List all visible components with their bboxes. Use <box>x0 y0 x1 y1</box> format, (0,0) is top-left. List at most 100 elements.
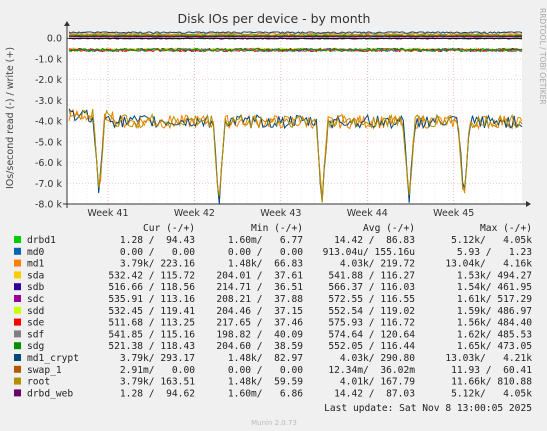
x-tick-label: Week 41 <box>87 208 128 219</box>
legend-swatch <box>14 247 21 255</box>
legend-header: Min (-/+) <box>251 223 303 234</box>
legend-min-value: 1.60m/ 6.77 <box>228 235 303 246</box>
series-read-line <box>68 108 523 203</box>
munin-footer: Munin 2.0.73 <box>251 419 297 427</box>
legend-swatch <box>14 271 21 279</box>
legend-avg-value: 552.54 / 119.02 <box>328 306 415 317</box>
legend-series-name: sde <box>27 318 45 329</box>
legend-row: sdb 516.66 / 118.56 214.71 / 36.51 566.37 /… <box>14 282 532 293</box>
series-write-line <box>68 35 523 38</box>
legend-row: drbd1 1.28 / 94.43 1.60m/ 6.77 14.42 / 86.8… <box>14 235 532 246</box>
legend-series-name: sdf <box>27 329 44 340</box>
legend-row: sdd 532.45 / 119.41 204.46 / 37.15 552.54 /… <box>14 306 532 317</box>
legend-cur-value: 1.28 / 94.43 <box>120 235 195 246</box>
legend-swatch <box>14 330 21 338</box>
last-update: Last update: Sat Nov 8 13:00:05 2025 <box>324 403 532 414</box>
legend-header: Avg (-/+) <box>363 223 415 234</box>
legend-row: swap_1 2.91m/ 0.00 0.00 / 0.00 12.34m/ 36.0… <box>14 365 532 376</box>
legend-cur-value: 532.45 / 119.41 <box>108 306 195 317</box>
legend-series-name: sdc <box>27 294 44 305</box>
legend-max-value: 1.62k/ 485.53 <box>457 329 532 340</box>
legend-swatch <box>14 365 21 373</box>
legend-max-value: 13.04k/ 4.16k <box>445 259 532 270</box>
legend-avg-value: 575.93 / 116.72 <box>328 318 415 329</box>
x-tick-labels: Week 41 Week 42 Week 43 Week 44 Week 45 <box>87 208 474 219</box>
legend-row: sdf 541.85 / 115.16 198.82 / 40.09 574.64 /… <box>14 329 532 340</box>
legend-series-name: root <box>27 377 50 388</box>
legend-avg-value: 913.04u/ 155.16u <box>323 247 415 258</box>
y-axis-arrow <box>64 21 70 26</box>
legend-max-value: 1.56k/ 484.40 <box>457 318 532 329</box>
legend-max-value: 11.66k/ 810.88 <box>451 377 532 388</box>
x-tick-label: Week 44 <box>347 208 388 219</box>
legend-headers: Cur (-/+) Min (-/+) Avg (-/+) Max (-/+) <box>143 223 532 234</box>
legend-series-name: drbd_web <box>27 388 73 399</box>
series-read-line <box>68 108 523 202</box>
legend-row: md1_crypt 3.79k/ 293.17 1.48k/ 82.97 4.03k/… <box>14 353 532 364</box>
rrdtool-label: RRDTOOL / TOBI OETIKER <box>538 8 547 105</box>
legend-min-value: 1.48k/ 59.59 <box>228 377 303 388</box>
legend-series-name: swap_1 <box>27 365 62 376</box>
legend-avg-value: 14.42 / 87.03 <box>334 388 415 399</box>
legend-swatch <box>14 389 21 397</box>
legend-row: sdc 535.91 / 113.16 208.21 / 37.88 572.55 /… <box>14 294 532 305</box>
x-tick-label: Week 43 <box>260 208 301 219</box>
y-tick-label: 0.0 <box>47 34 62 45</box>
legend-row: sdg 521.38 / 118.43 204.60 / 38.59 552.05 /… <box>14 341 532 352</box>
legend-max-value: 11.93 / 60.41 <box>451 365 532 376</box>
legend-min-value: 1.48k/ 66.83 <box>228 259 303 270</box>
legend-min-value: 198.82 / 40.09 <box>216 329 303 340</box>
legend-min-value: 217.65 / 37.46 <box>216 318 303 329</box>
legend-row: sda 532.42 / 115.72 204.01 / 37.61 541.88 /… <box>14 270 532 281</box>
legend-series-name: sdg <box>27 341 44 352</box>
y-axis-label: IOs/second read (-) / write (+) <box>5 47 16 189</box>
legend-avg-value: 12.34m/ 36.02m <box>328 365 415 376</box>
y-tick-label: -4.0 k <box>35 117 63 128</box>
legend-swatch <box>14 318 21 326</box>
legend-max-value: 5.12k/ 4.05k <box>451 235 532 246</box>
legend-swatch <box>14 377 21 385</box>
legend-swatch <box>14 342 21 350</box>
legend-min-value: 1.48k/ 82.97 <box>228 353 303 364</box>
legend-max-value: 1.53k/ 494.27 <box>457 270 532 281</box>
legend-swatch <box>14 283 21 291</box>
chart-title: Disk IOs per device - by month <box>178 11 371 26</box>
legend-cur-value: 541.85 / 115.16 <box>108 329 195 340</box>
legend-avg-value: 4.03k/ 219.72 <box>340 259 415 270</box>
y-tick-label: -7.0 k <box>35 179 63 190</box>
legend-swatch <box>14 259 21 267</box>
legend-cur-value: 2.91m/ 0.00 <box>120 365 195 376</box>
legend-max-value: 13.03k/ 4.21k <box>445 353 532 364</box>
legend-cur-value: 3.79k/ 223.16 <box>120 259 195 270</box>
legend-avg-value: 14.42 / 86.83 <box>334 235 415 246</box>
legend-header: Max (-/+) <box>480 223 532 234</box>
legend-swatch <box>14 354 21 361</box>
legend-cur-value: 511.68 / 113.25 <box>108 318 195 329</box>
legend-min-value: 204.60 / 38.59 <box>216 341 303 352</box>
legend-max-value: 1.61k/ 517.29 <box>457 294 532 305</box>
y-tick-label: -6.0 k <box>35 158 63 169</box>
legend-row: drbd_web 1.28 / 94.62 1.60m/ 6.86 14.42 / 8… <box>14 388 532 399</box>
legend-cur-value: 0.00 / 0.00 <box>120 247 195 258</box>
y-tick-labels: 0.0 -1.0 k -2.0 k -3.0 k -4.0 k -5.0 k -6.0 k -… <box>35 34 63 211</box>
legend-avg-value: 574.64 / 120.64 <box>328 329 415 340</box>
legend-cur-value: 3.79k/ 293.17 <box>120 353 195 364</box>
legend-row: md1 3.79k/ 223.16 1.48k/ 66.83 4.03k/ 219.7… <box>14 259 532 270</box>
x-axis-arrow <box>526 201 531 207</box>
legend-min-value: 204.46 / 37.15 <box>216 306 303 317</box>
legend-row: sde 511.68 / 113.25 217.65 / 37.46 575.93 /… <box>14 318 532 329</box>
legend-cur-value: 521.38 / 118.43 <box>108 341 195 352</box>
legend-series-name: md1 <box>27 259 45 270</box>
legend-avg-value: 572.55 / 116.55 <box>328 294 415 305</box>
y-tick-label: -3.0 k <box>35 96 63 107</box>
legend-series-name: md1_crypt <box>27 353 79 364</box>
legend-cur-value: 3.79k/ 163.51 <box>120 377 195 388</box>
y-tick-label: -1.0 k <box>35 54 63 65</box>
legend-header: Cur (-/+) <box>143 223 195 234</box>
legend-max-value: 1.59k/ 486.97 <box>457 306 532 317</box>
series-lines <box>67 31 523 205</box>
legend-swatch <box>14 295 21 302</box>
legend-min-value: 204.01 / 37.61 <box>216 270 303 281</box>
legend-swatch <box>14 306 21 314</box>
legend-row: md0 0.00 / 0.00 0.00 / 0.00 913.04u/ 155.16… <box>14 247 532 258</box>
